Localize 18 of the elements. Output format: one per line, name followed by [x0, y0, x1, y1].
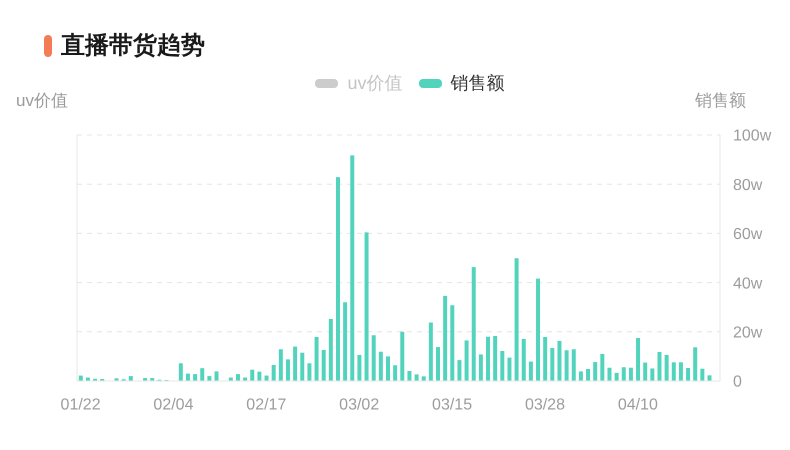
legend-label: 销售额 [450, 72, 504, 95]
x-tick-label: 02/04 [153, 396, 194, 414]
y2-tick-label: 80w [733, 176, 763, 194]
x-tick-label: 03/02 [339, 396, 380, 414]
y2-tick-label: 0 [733, 374, 742, 391]
legend-label: uv价值 [347, 72, 402, 95]
x-tick-label: 03/15 [432, 396, 472, 414]
y2-tick-label: 100w [733, 128, 772, 145]
y2-axis-title: 销售额 [695, 90, 746, 112]
y-axis-title: uv价值 [16, 90, 68, 112]
x-tick-label: 04/10 [618, 396, 658, 414]
chart-title: 直播带货趋势 [61, 31, 205, 61]
y2-tick-label: 60w [733, 226, 763, 244]
x-tick-label: 02/17 [246, 396, 286, 414]
x-tick-label: 01/22 [60, 396, 101, 414]
x-tick-label: 03/28 [524, 396, 566, 414]
y2-tick-label: 20w [733, 324, 763, 342]
y2-tick-label: 40w [733, 275, 763, 292]
